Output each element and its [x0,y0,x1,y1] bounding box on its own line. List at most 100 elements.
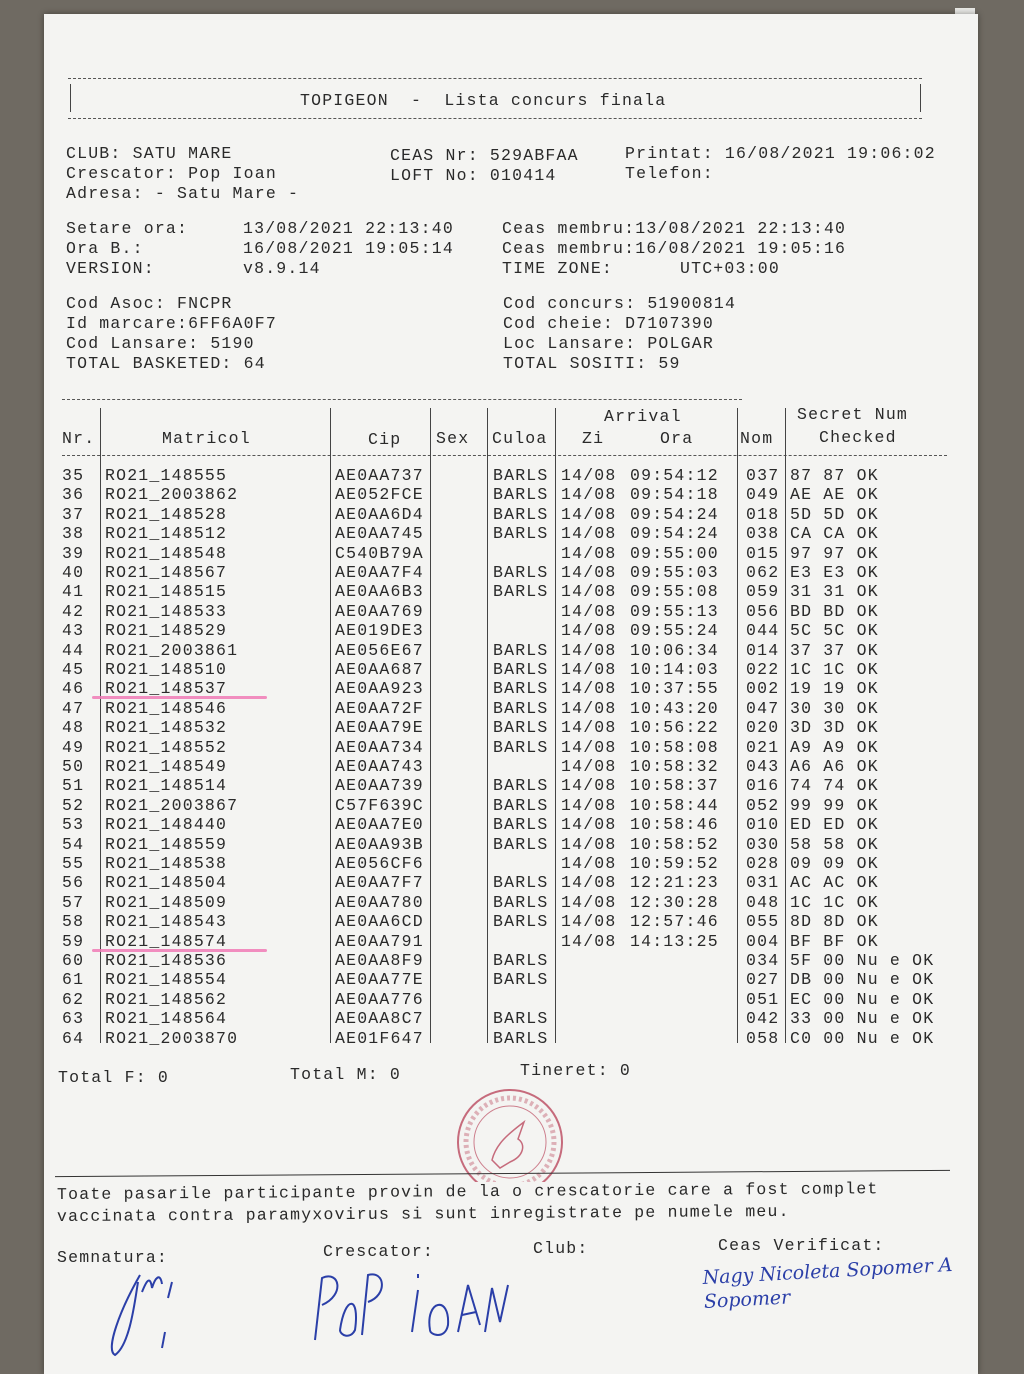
cell-cip: AE0AA737 [335,466,424,485]
cell-nr: 40 [62,563,85,582]
cell-ora: 10:43:20 [630,698,719,718]
cell-ora: 10:58:52 [630,834,719,854]
dove-icon [491,1119,526,1169]
cell-matricol: RO21_148554 [105,970,228,990]
cell-secret-checked: 30 30 OK [790,698,879,718]
cell-nom: 049 [746,485,780,505]
cell-cip: AE0AA791 [335,931,424,951]
cell-zi: 14/08 [561,621,617,641]
cell-matricol: RO21_148515 [105,582,228,602]
cell-secret-checked: CA CA OK [790,524,879,544]
cell-ora: 09:54:24 [630,524,719,544]
cell-zi: 14/08 [561,795,617,815]
header-matricol: Matricol [162,429,251,448]
semnatura-signature [110,1274,173,1357]
cell-nom: 031 [746,873,780,893]
telefon: Telefon: [625,164,714,183]
cell-nr: 44 [62,640,85,660]
total-f: Total F: 0 [58,1068,170,1087]
version-label: VERSION: [66,259,155,278]
cell-matricol: RO21_2003861 [105,640,239,660]
cell-nom: 048 [746,892,780,912]
cell-ora: 09:55:08 [630,582,719,602]
cell-culoa: BARLS [493,970,549,990]
header-zi: Zi [582,429,605,448]
cell-cip: AE0AA769 [335,601,424,621]
ceas-membru-1: Ceas membru:13/08/2021 22:13:40 [502,219,847,238]
cell-cip: AE0AA6B3 [335,582,424,602]
time-zone-value: UTC+03:00 [680,259,780,278]
cell-nr: 39 [62,543,85,563]
header-nom: Nom [740,429,774,448]
cell-cip: AE0AA6D4 [335,504,424,524]
ora-b-value: 16/08/2021 19:05:14 [243,239,454,258]
cell-culoa: BARLS [493,660,549,679]
cell-culoa: BARLS [493,582,549,602]
tineret: Tineret: 0 [520,1061,632,1080]
header-culoa: Culoa [492,429,548,448]
cell-secret-checked: 5D 5D OK [790,504,879,524]
cell-secret-checked: ED ED OK [790,815,879,835]
cell-ora: 10:59:52 [630,854,719,873]
cell-ora: 09:55:24 [630,621,719,641]
cell-nom: 010 [746,815,780,835]
cell-matricol: RO21_148537 [105,679,228,699]
cell-culoa: BARLS [493,640,549,660]
cell-ora: 10:58:08 [630,737,719,757]
cod-lansare: Cod Lansare: 5190 [66,334,255,353]
cell-secret-checked: A6 A6 OK [790,757,879,776]
cell-matricol: RO21_148504 [105,873,228,893]
club-stamp [457,1089,563,1182]
cell-nom: 051 [746,989,780,1009]
title-box-bottom [68,118,922,119]
cell-zi: 14/08 [561,466,617,485]
cell-matricol: RO21_148567 [105,563,228,582]
cell-zi: 14/08 [561,543,617,563]
cell-nr: 49 [62,737,85,757]
cell-ora: 14:13:25 [630,931,719,951]
cell-zi: 14/08 [561,660,617,679]
cell-cip: AE0AA7F4 [335,563,424,582]
cell-culoa: BARLS [493,466,549,485]
total-m: Total M: 0 [290,1065,402,1084]
cell-nom: 002 [746,679,780,699]
cell-culoa: BARLS [493,892,549,912]
cell-ora: 09:55:00 [630,543,719,563]
cell-nom: 038 [746,524,780,544]
cell-secret-checked: BF BF OK [790,931,879,951]
cell-cip: AE0AA739 [335,776,424,796]
cell-nr: 36 [62,485,85,505]
cell-culoa: BARLS [493,718,549,738]
cell-ora: 09:54:18 [630,485,719,505]
cell-zi: 14/08 [561,524,617,544]
sep-sex [487,408,488,1043]
cell-cip: AE0AA77E [335,970,424,990]
document-page [44,14,978,1374]
cell-cip: AE0AA734 [335,737,424,757]
cell-nom: 021 [746,737,780,757]
cell-nr: 38 [62,524,85,544]
cell-cip: C57F639C [335,795,424,815]
cell-nr: 54 [62,834,85,854]
cell-nom: 020 [746,718,780,738]
cell-culoa: BARLS [493,776,549,796]
cell-cip: AE0AA72F [335,698,424,718]
cell-zi: 14/08 [561,718,617,738]
highlighter-mark [92,948,267,952]
cell-cip: AE056CF6 [335,854,424,873]
cell-matricol: RO21_148543 [105,912,228,932]
cell-cip: AE0AA7E0 [335,815,424,835]
crescator-label: Crescator: [323,1242,435,1261]
loft-no: LOFT No: 010414 [390,166,557,185]
header-cip: Cip [368,430,402,449]
ceas-verificat-label: Ceas Verificat: [718,1236,885,1255]
cell-nr: 47 [62,698,85,718]
cell-nr: 41 [62,582,85,602]
cell-nr: 43 [62,621,85,641]
cell-cip: AE0AA745 [335,524,424,544]
cell-nom: 058 [746,1028,780,1048]
cell-cip: AE0AA93B [335,834,424,854]
cell-culoa: BARLS [493,912,549,932]
cell-zi: 14/08 [561,757,617,776]
cell-zi: 14/08 [561,815,617,835]
